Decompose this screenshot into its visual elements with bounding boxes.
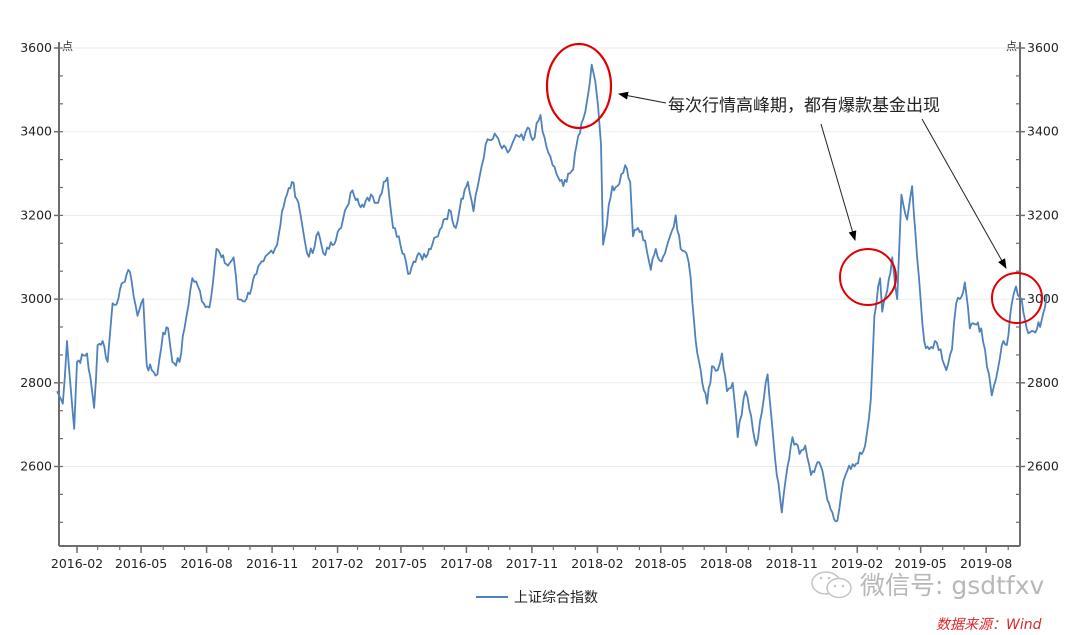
watermark: 微信号: gsdtfxv — [810, 566, 1044, 602]
x-tick-label: 2019-08 — [960, 556, 1012, 571]
highlight-circle-2019-march — [839, 248, 897, 306]
y-axis-left-unit: 点 — [62, 40, 73, 53]
y-axis-right-unit: 点 — [1006, 40, 1017, 53]
x-tick-label: 2016-02 — [51, 556, 103, 571]
annotation-arrow-3 — [921, 118, 1007, 269]
wechat-icon — [810, 569, 854, 599]
gridlines — [59, 47, 1020, 467]
y-tick-label-left: 3200 — [20, 207, 52, 222]
annotation-arrow-2 — [820, 123, 857, 241]
y-tick-label-right: 2800 — [1027, 375, 1059, 390]
y-tick-label-left: 3600 — [20, 40, 52, 55]
series-line-shanghai-composite — [56, 63, 1048, 523]
watermark-text: 微信号: gsdtfxv — [860, 571, 1045, 600]
x-tick-label: 2017-05 — [375, 556, 427, 571]
legend: 上证综合指数 — [476, 587, 598, 607]
x-tick-label: 2016-05 — [115, 556, 167, 571]
data-source: 数据来源：Wind — [936, 617, 1042, 633]
x-tick-label: 2019-02 — [831, 556, 883, 571]
y-tick-label-right: 2600 — [1027, 459, 1059, 474]
y-tick-label-left: 2800 — [20, 375, 52, 390]
x-tick-label: 2017-02 — [311, 556, 363, 571]
x-tick-label: 2017-08 — [440, 556, 492, 571]
x-tick-label: 2017-11 — [506, 556, 558, 571]
legend-swatch — [476, 596, 508, 598]
x-tick-label: 2018-02 — [571, 556, 623, 571]
x-axis-labels: 2016-02 2016-05 2016-08 2016-11 2017-02 2017-… — [51, 556, 1012, 571]
y-axis-left-labels: 2600 2800 3000 3200 3400 3600 — [20, 40, 52, 474]
y-tick-label-left: 3400 — [20, 124, 52, 139]
x-tick-label: 2016-08 — [180, 556, 232, 571]
axes — [54, 42, 1025, 553]
x-tick-label: 2016-11 — [246, 556, 298, 571]
y-tick-label-right: 3400 — [1027, 124, 1059, 139]
x-tick-label: 2018-05 — [635, 556, 687, 571]
y-tick-label-left: 2600 — [20, 459, 52, 474]
y-tick-label-right: 3200 — [1027, 207, 1059, 222]
y-tick-label-left: 3000 — [20, 291, 52, 306]
y-tick-label-right: 3600 — [1027, 40, 1059, 55]
highlight-circle-2019-september — [991, 272, 1043, 324]
highlight-circle-2018-peak — [545, 42, 613, 130]
annotation-text: 每次行情高峰期，都有爆款基金出现 — [668, 96, 940, 116]
legend-label: 上证综合指数 — [514, 590, 598, 606]
x-tick-label: 2019-05 — [895, 556, 947, 571]
annotation-arrow-1 — [618, 91, 667, 104]
x-tick-label: 2018-08 — [700, 556, 752, 571]
x-tick-label: 2018-11 — [766, 556, 818, 571]
